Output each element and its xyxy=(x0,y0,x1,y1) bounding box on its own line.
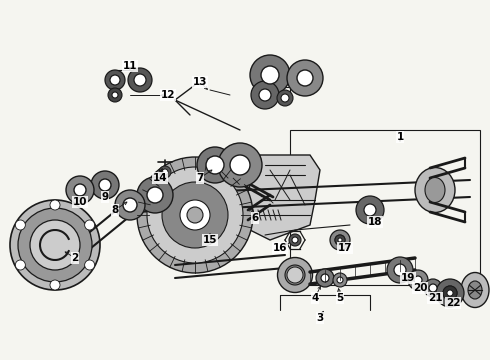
Circle shape xyxy=(335,235,345,245)
Circle shape xyxy=(128,68,152,92)
Circle shape xyxy=(180,200,210,230)
Circle shape xyxy=(197,147,233,183)
Circle shape xyxy=(251,81,279,109)
Circle shape xyxy=(338,238,342,242)
Text: 11: 11 xyxy=(123,61,137,71)
Text: 5: 5 xyxy=(336,293,343,303)
Ellipse shape xyxy=(285,265,305,285)
Circle shape xyxy=(443,286,457,300)
Circle shape xyxy=(394,264,406,276)
Ellipse shape xyxy=(461,273,489,307)
Circle shape xyxy=(230,155,250,175)
Text: 9: 9 xyxy=(101,192,109,202)
Circle shape xyxy=(408,270,428,290)
Ellipse shape xyxy=(415,167,455,212)
Circle shape xyxy=(112,92,118,98)
Ellipse shape xyxy=(468,281,482,299)
Circle shape xyxy=(436,279,464,307)
Circle shape xyxy=(99,179,111,191)
Circle shape xyxy=(218,143,262,187)
Text: 17: 17 xyxy=(338,243,352,253)
Circle shape xyxy=(147,167,243,263)
Circle shape xyxy=(123,198,137,212)
Text: 19: 19 xyxy=(401,273,415,283)
Circle shape xyxy=(287,60,323,96)
Circle shape xyxy=(387,257,413,283)
Circle shape xyxy=(287,267,303,283)
Circle shape xyxy=(137,177,173,213)
Circle shape xyxy=(335,235,345,245)
Circle shape xyxy=(292,237,298,243)
Circle shape xyxy=(447,290,453,296)
Ellipse shape xyxy=(425,177,445,202)
Text: 14: 14 xyxy=(153,173,167,183)
Ellipse shape xyxy=(277,257,313,292)
Circle shape xyxy=(443,286,457,300)
Text: 15: 15 xyxy=(203,235,217,245)
Circle shape xyxy=(333,273,347,287)
Circle shape xyxy=(297,70,313,86)
Circle shape xyxy=(289,234,301,246)
Circle shape xyxy=(74,184,86,196)
Circle shape xyxy=(110,75,120,85)
Circle shape xyxy=(414,276,422,284)
Bar xyxy=(290,130,480,285)
Circle shape xyxy=(321,274,329,282)
Circle shape xyxy=(105,70,125,90)
Circle shape xyxy=(50,200,60,210)
Circle shape xyxy=(30,220,80,270)
Text: 10: 10 xyxy=(73,197,87,207)
Text: 18: 18 xyxy=(368,217,382,227)
Circle shape xyxy=(137,157,253,273)
Circle shape xyxy=(162,169,168,175)
Text: 8: 8 xyxy=(111,205,119,215)
Text: 12: 12 xyxy=(161,90,175,100)
Circle shape xyxy=(108,88,122,102)
Circle shape xyxy=(250,55,290,95)
Polygon shape xyxy=(245,155,320,240)
Circle shape xyxy=(281,94,289,102)
Circle shape xyxy=(15,220,25,230)
Circle shape xyxy=(91,171,119,199)
Text: 22: 22 xyxy=(446,298,460,308)
Circle shape xyxy=(316,269,334,287)
Circle shape xyxy=(134,74,146,86)
Circle shape xyxy=(147,187,163,203)
Circle shape xyxy=(277,90,293,106)
Text: 7: 7 xyxy=(196,173,204,183)
Circle shape xyxy=(162,182,228,248)
Text: 6: 6 xyxy=(251,213,259,223)
Circle shape xyxy=(259,89,271,101)
Text: 3: 3 xyxy=(317,313,323,323)
Circle shape xyxy=(364,204,376,216)
Circle shape xyxy=(115,190,145,220)
Circle shape xyxy=(206,156,224,174)
Circle shape xyxy=(18,208,92,282)
Circle shape xyxy=(50,280,60,290)
Text: 2: 2 xyxy=(72,253,78,263)
Circle shape xyxy=(85,220,95,230)
Text: 13: 13 xyxy=(193,77,207,87)
Circle shape xyxy=(187,207,203,223)
Circle shape xyxy=(261,66,279,84)
Circle shape xyxy=(429,284,437,292)
Circle shape xyxy=(10,200,100,290)
Text: 4: 4 xyxy=(311,293,318,303)
Text: 20: 20 xyxy=(413,283,427,293)
Text: 21: 21 xyxy=(428,293,442,303)
Circle shape xyxy=(424,279,442,297)
Circle shape xyxy=(330,230,350,250)
Text: 16: 16 xyxy=(273,243,287,253)
Circle shape xyxy=(356,196,384,224)
Circle shape xyxy=(66,176,94,204)
Circle shape xyxy=(85,260,95,270)
Circle shape xyxy=(337,277,343,283)
Circle shape xyxy=(15,260,25,270)
Circle shape xyxy=(159,166,171,178)
Text: 1: 1 xyxy=(396,132,404,142)
